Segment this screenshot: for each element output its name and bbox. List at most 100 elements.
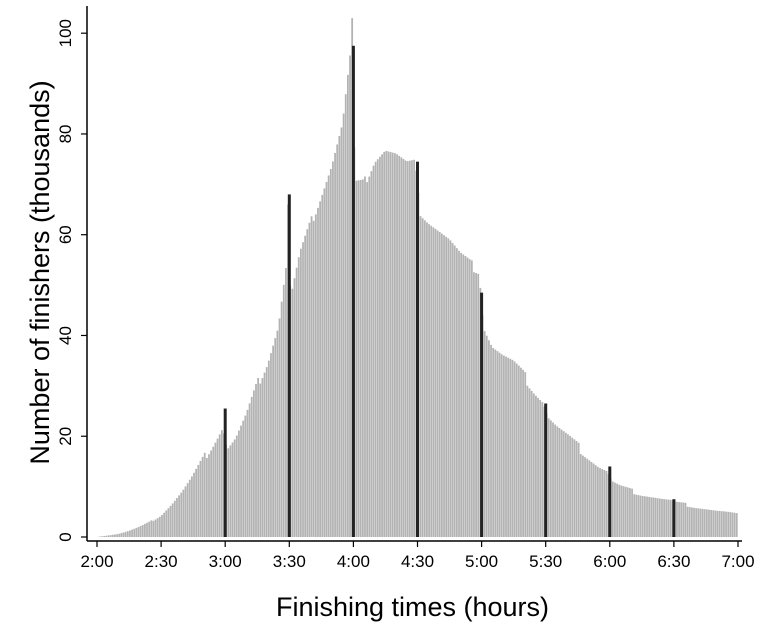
histogram-bar (161, 515, 163, 537)
histogram-bar (618, 484, 621, 537)
histogram-bar (496, 351, 499, 537)
histogram-bar (406, 161, 409, 538)
histogram-bar (436, 230, 439, 537)
histogram-bar (729, 512, 732, 537)
histogram-bar (299, 248, 302, 537)
histogram-bar (528, 388, 531, 537)
histogram-bar (317, 207, 319, 537)
histogram-bar (716, 510, 719, 537)
histogram-bar (515, 363, 518, 537)
histogram-bar (199, 460, 202, 537)
histogram-bar (141, 524, 144, 537)
highlight-bar (480, 292, 484, 537)
histogram-bar (520, 367, 522, 537)
histogram-bar (285, 268, 287, 537)
y-tick-label: 0 (56, 532, 75, 541)
highlight-bar (544, 403, 548, 537)
histogram-bar (312, 220, 315, 538)
histogram-bar (259, 383, 262, 537)
histogram-bar (229, 445, 232, 537)
histogram-bar (295, 267, 298, 537)
histogram-bar (325, 181, 328, 537)
histogram-bar (549, 420, 552, 537)
histogram-bar (592, 463, 595, 537)
histogram-bar (571, 437, 574, 537)
histogram-bar (733, 512, 736, 537)
histogram-bar (214, 442, 217, 537)
histogram-bar (270, 353, 272, 537)
histogram-bar (567, 434, 569, 537)
x-axis-ticks: 2:00 2:30 3:00 3:30 4:00 4:30 5:00 5:30 6:00 6:30… (80, 541, 755, 571)
highlight-bar (672, 499, 676, 537)
histogram-bar (291, 288, 294, 537)
histogram-bar (654, 497, 657, 537)
histogram-bar (278, 318, 281, 537)
x-tick-label: 2:30 (145, 552, 178, 571)
histogram-bar (584, 457, 586, 537)
histogram-bar (453, 245, 456, 537)
histogram-bar (197, 464, 200, 537)
histogram-bar (603, 470, 606, 537)
histogram-bar (201, 456, 204, 537)
histogram-bar (635, 494, 638, 537)
histogram-bar (658, 498, 661, 537)
histogram-bar (526, 385, 529, 537)
histogram-bar (582, 455, 584, 537)
histogram-bar (304, 235, 307, 538)
histogram-bar (398, 155, 401, 537)
histogram-bar (379, 156, 381, 537)
histogram-bar (443, 235, 445, 537)
histogram-bar (389, 152, 392, 538)
histogram-bar (626, 487, 629, 537)
histogram-bar (575, 441, 578, 537)
x-axis-title: Finishing times (hours) (276, 592, 549, 622)
histogram-bar (293, 278, 296, 537)
histogram-bar (182, 489, 185, 537)
histogram-bar (394, 153, 396, 537)
histogram-bar (282, 284, 285, 537)
histogram-bar (359, 179, 362, 537)
histogram-bar (447, 238, 450, 538)
histogram-bar (144, 523, 146, 537)
histogram-bar (494, 349, 497, 537)
histogram-bar (319, 201, 321, 537)
histogram-bar (488, 340, 490, 537)
histogram-bar (212, 446, 215, 537)
histogram-bar (210, 450, 213, 537)
histogram-bar (103, 535, 106, 537)
histogram-bar (257, 377, 260, 537)
histogram-bar (220, 430, 223, 537)
histogram-bar (428, 224, 430, 537)
x-tick-label: 4:00 (337, 552, 370, 571)
histogram-bar (148, 521, 151, 537)
histogram-bar (688, 507, 691, 537)
histogram-bar (522, 369, 524, 537)
histogram-bar (712, 510, 715, 537)
histogram-bar (524, 372, 527, 537)
histogram-bar (684, 502, 687, 537)
histogram-bar (180, 492, 183, 537)
histogram-bar (596, 466, 599, 537)
histogram-bar (114, 534, 116, 537)
histogram-bar (624, 486, 627, 537)
histogram-bar (122, 532, 125, 537)
histogram-bar (246, 409, 249, 537)
histogram-bar (426, 222, 428, 537)
histogram-bar (233, 439, 236, 537)
histogram-bar (535, 395, 537, 537)
histogram-bar (614, 482, 616, 537)
histogram-bar (238, 430, 240, 537)
histogram-bar (400, 157, 403, 537)
histogram-bar (633, 494, 636, 537)
histogram-bar (669, 499, 672, 537)
histogram-bar (556, 426, 559, 537)
highlight-bar (416, 161, 419, 537)
histogram-bar (590, 461, 593, 537)
histogram-bar (101, 536, 104, 537)
x-tick-label: 5:00 (465, 552, 498, 571)
histogram-bar (203, 452, 206, 537)
histogram-bar (135, 527, 138, 537)
histogram-bar (344, 94, 347, 537)
histogram-bar (631, 488, 633, 537)
x-tick-label: 2:00 (80, 552, 113, 571)
